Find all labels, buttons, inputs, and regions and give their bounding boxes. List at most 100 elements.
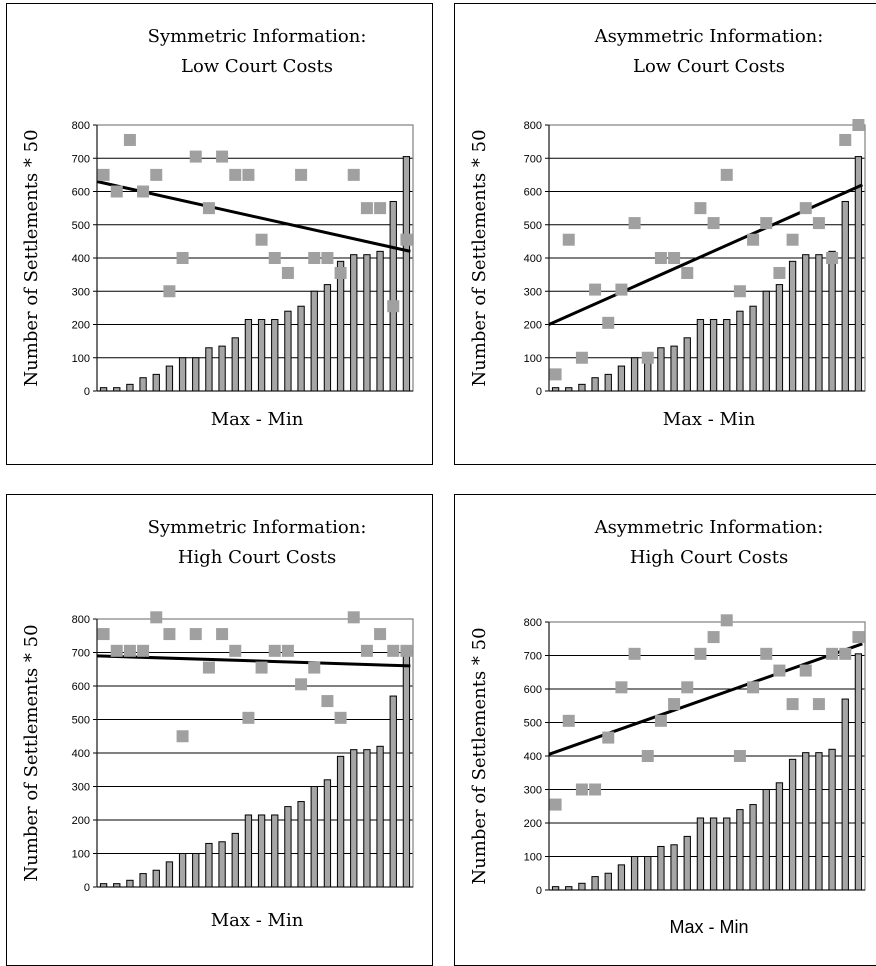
data-point (839, 133, 852, 146)
data-point (681, 681, 694, 694)
y-tick-label: 0 (84, 386, 90, 398)
bar (152, 373, 160, 392)
chart-panel-1: Asymmetric Information: Low Court Costs Nu… (454, 3, 876, 465)
data-point (615, 681, 628, 694)
bar (205, 842, 213, 888)
chart-subtitle: High Court Costs (630, 547, 788, 568)
bar (350, 749, 358, 888)
chart-svg-2: Symmetric Information: High Court Costs Nu… (21, 517, 414, 931)
data-point (229, 644, 242, 657)
bar (591, 876, 599, 891)
chart-title: Asymmetric Information: (594, 26, 824, 47)
x-axis-label: Max - Min (211, 409, 304, 430)
data-point (760, 647, 773, 660)
y-axis-label: Number of Settlements * 50 (469, 627, 490, 884)
bar (630, 357, 639, 392)
data-point (97, 168, 110, 181)
y-tick-label: 100 (524, 353, 542, 365)
data-point (163, 285, 176, 298)
y-tick-label: 300 (524, 286, 542, 298)
data-point (694, 647, 707, 660)
data-point (150, 611, 163, 624)
bar (591, 377, 599, 392)
data-point (707, 631, 720, 644)
data-point (150, 168, 163, 181)
y-axis-label: Number of Settlements * 50 (469, 129, 490, 386)
x-axis-label: Max - Min (211, 910, 304, 931)
bar (113, 387, 121, 392)
chart-subtitle: Low Court Costs (181, 56, 333, 77)
bar (257, 319, 266, 392)
y-tick-label: 300 (72, 782, 90, 794)
data-point (641, 351, 654, 364)
data-point (137, 185, 150, 198)
bar (736, 310, 744, 392)
bar (218, 841, 226, 888)
data-point (707, 217, 720, 230)
bar (565, 387, 573, 392)
bar (854, 653, 863, 891)
bar (604, 872, 612, 891)
data-point (747, 233, 760, 246)
data-point (295, 168, 308, 181)
bar (749, 804, 757, 891)
bar (192, 853, 200, 888)
y-tick-label: 400 (72, 748, 90, 760)
y-tick-label: 400 (72, 253, 90, 265)
bar (363, 254, 371, 392)
data-point (137, 644, 150, 657)
bar (284, 806, 292, 888)
bar (336, 260, 345, 392)
data-point (773, 664, 786, 677)
bar (389, 695, 397, 888)
bar (323, 284, 332, 392)
bar (363, 749, 371, 888)
y-tick-label: 0 (536, 386, 542, 398)
data-point (216, 150, 229, 163)
data-point (812, 698, 825, 711)
data-point (549, 798, 562, 811)
data-point (575, 783, 588, 796)
bar (113, 883, 121, 888)
y-tick-label: 200 (72, 815, 90, 827)
y-tick-label: 800 (72, 120, 90, 132)
bar (696, 817, 705, 891)
bar (244, 319, 253, 392)
bar (828, 250, 836, 392)
bar (670, 345, 678, 392)
data-point (839, 647, 852, 660)
bar (350, 254, 358, 392)
data-point (602, 316, 615, 329)
bar (617, 864, 626, 891)
data-point (268, 252, 281, 264)
data-point (374, 202, 387, 215)
bar (841, 698, 849, 891)
y-tick-label: 500 (524, 718, 542, 730)
bar (828, 748, 836, 891)
data-point (308, 252, 321, 264)
data-point (347, 168, 360, 181)
data-point (334, 266, 347, 279)
bar (376, 745, 384, 888)
data-point (321, 695, 334, 708)
data-point (123, 644, 136, 657)
bar (126, 383, 134, 392)
data-point (308, 661, 321, 674)
bar (402, 156, 411, 392)
bar (775, 284, 784, 392)
bar (402, 650, 411, 888)
bar (841, 200, 849, 392)
bar (178, 357, 187, 392)
bar (604, 373, 612, 392)
bar (192, 357, 200, 392)
y-axis-label: Number of Settlements * 50 (21, 624, 42, 881)
bar (670, 844, 678, 891)
bar (657, 845, 665, 891)
bar (578, 882, 586, 891)
chart-title: Symmetric Information: (148, 26, 367, 47)
data-point (733, 285, 746, 298)
bar (139, 873, 147, 888)
data-point (229, 168, 242, 181)
data-point (628, 647, 641, 660)
bar (218, 345, 226, 392)
